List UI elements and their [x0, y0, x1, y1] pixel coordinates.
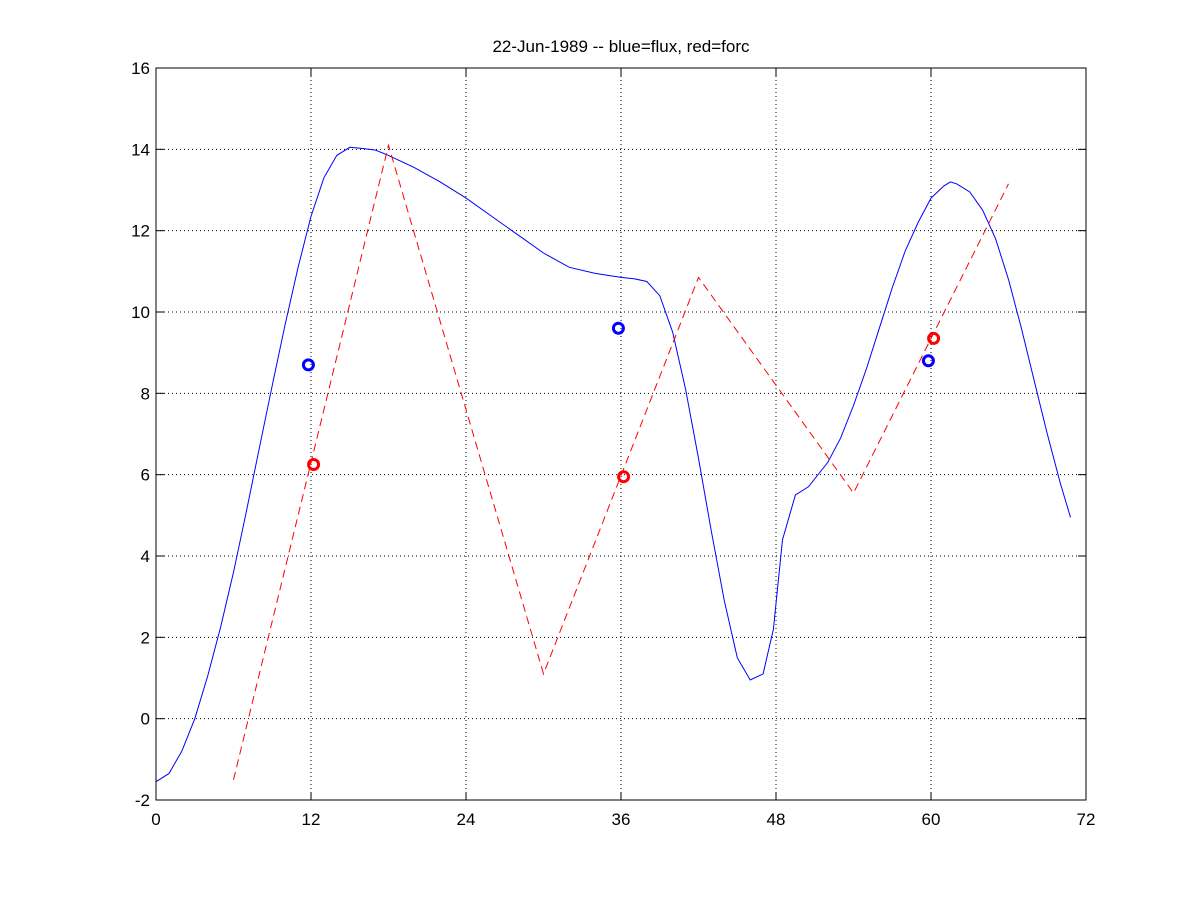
y-tick-label: 8	[141, 384, 150, 403]
data-point-marker	[611, 321, 625, 335]
y-tick-label: 6	[141, 466, 150, 485]
y-tick-label: 0	[141, 710, 150, 729]
y-tick-label: 10	[131, 303, 150, 322]
plot-area	[156, 68, 1086, 800]
y-tick-label: 4	[141, 547, 150, 566]
series-line-solid	[155, 146, 1071, 783]
data-point-marker	[301, 358, 315, 372]
x-tick-label: 60	[922, 810, 941, 829]
x-tick-label: 0	[151, 810, 160, 829]
data-point-marker	[617, 470, 631, 484]
data-point-marker	[307, 458, 321, 471]
data-series	[155, 143, 1071, 783]
y-tick-label: 12	[131, 222, 150, 241]
series-line-dashed	[233, 143, 1009, 780]
y-tick-label: -2	[135, 791, 150, 810]
data-point-marker	[927, 331, 941, 345]
chart-title: 22-Jun-1989 -- blue=flux, red=forc	[492, 37, 750, 56]
x-tick-label: 12	[302, 810, 321, 829]
y-tick-label: 2	[141, 628, 150, 647]
y-tick-label: 16	[131, 59, 150, 78]
x-tick-label: 24	[457, 810, 476, 829]
x-tick-label: 72	[1077, 810, 1096, 829]
y-tick-label: 14	[131, 140, 150, 159]
x-tick-label: 48	[767, 810, 786, 829]
x-tick-label: 36	[612, 810, 631, 829]
data-point-marker	[921, 354, 935, 368]
